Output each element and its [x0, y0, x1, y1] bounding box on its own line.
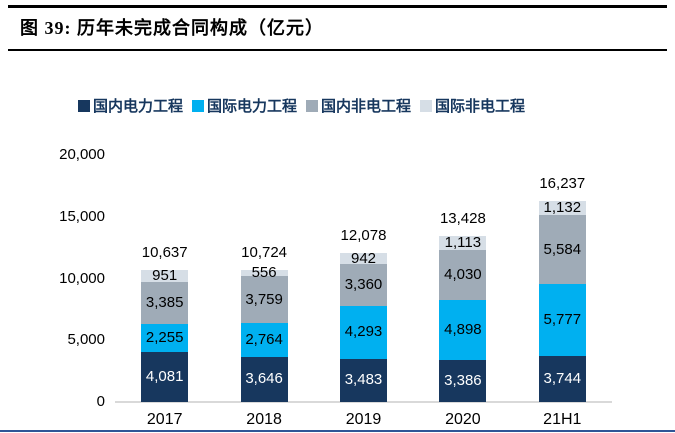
y-axis-tick-label: 15,000	[59, 207, 105, 225]
bar-segment-value-label: 4,293	[344, 323, 383, 341]
bar-segment	[538, 355, 586, 402]
legend-swatch-icon	[420, 99, 433, 112]
legend-item: 国际电力工程	[192, 95, 297, 116]
bar-segment-value-label: 556	[251, 263, 277, 281]
bar-segment	[439, 360, 487, 402]
bar-segment	[340, 264, 387, 306]
bar-segment-value-label: 1,113	[444, 234, 482, 252]
bar-segment-value-label: 942	[350, 249, 377, 267]
legend-label: 国内非电工程	[321, 99, 412, 115]
x-axis-category-label: 21H1	[543, 411, 582, 428]
bar-segment	[340, 305, 387, 359]
header-top-rule	[8, 5, 667, 8]
bar-segment-value-label: 5,777	[543, 311, 582, 329]
legend-swatch-icon	[192, 99, 205, 112]
y-axis-tick-label: 10,000	[59, 269, 105, 287]
bar-segment	[141, 270, 189, 282]
y-axis-tick-label: 5,000	[67, 331, 105, 349]
bar-segment	[439, 249, 487, 300]
bar-segment	[439, 236, 487, 250]
bar-segment-value-label: 3,385	[145, 293, 184, 311]
legend-item: 国内非电工程	[306, 95, 411, 116]
bar-segment-value-label: 4,898	[444, 320, 482, 338]
bar-segment	[538, 201, 586, 216]
bar-total-label: 13,428	[439, 210, 486, 228]
x-axis-category-label: 2017	[146, 411, 183, 428]
x-axis-category-label: 2020	[445, 411, 481, 428]
bar-segment	[240, 356, 288, 402]
bar-segment-value-label: 5,584	[543, 240, 582, 258]
bar-segment-value-label: 2,255	[145, 328, 184, 346]
legend-label: 国际非电工程	[435, 99, 526, 115]
bar-segment	[141, 351, 189, 402]
bar-segment-value-label: 3,360	[344, 276, 383, 294]
figure-bottom-rule	[0, 430, 675, 432]
x-axis-line	[115, 401, 612, 403]
bar-segment-value-label: 4,081	[145, 367, 184, 385]
bar-segment-value-label: 3,483	[344, 371, 383, 389]
legend-swatch-icon	[306, 99, 319, 112]
legend-item: 国内电力工程	[78, 95, 183, 116]
bar-segment-value-label: 3,744	[543, 369, 582, 387]
bar-segment	[439, 299, 487, 361]
bar-segment-value-label: 2,764	[245, 330, 283, 348]
bar-total-label: 10,724	[241, 243, 288, 261]
bar-segment	[340, 358, 387, 402]
legend-label: 国内电力工程	[93, 99, 184, 115]
figure-title: 图 39: 历年未完成合同构成（亿元）	[20, 18, 324, 38]
legend-item: 国际非电工程	[420, 95, 525, 116]
y-axis-tick-label: 0	[96, 393, 105, 410]
bar-segment	[141, 281, 189, 324]
header-bottom-rule	[8, 49, 667, 51]
bar-segment	[141, 323, 189, 352]
x-axis-category-label: 2018	[246, 411, 282, 428]
bar-segment-value-label: 4,030	[444, 265, 482, 283]
bar-segment-value-label: 3,646	[245, 370, 283, 388]
bar-segment	[240, 276, 288, 323]
chart-legend: 国内电力工程 国际电力工程 国内非电工程 国际非电工程	[78, 95, 525, 116]
legend-label: 国际电力工程	[207, 99, 298, 115]
y-axis-tick-label: 20,000	[59, 146, 105, 163]
bar-segment	[240, 322, 288, 357]
bar-segment	[340, 252, 387, 265]
bar-segment	[538, 284, 586, 356]
bar-total-label: 16,237	[539, 175, 586, 193]
legend-swatch-icon	[78, 99, 90, 112]
bar-segment-value-label: 3,386	[444, 372, 482, 390]
bar-segment	[538, 215, 586, 285]
bar-segment-value-label: 1,132	[543, 199, 582, 217]
bar-segment	[240, 269, 288, 277]
bar-total-label: 10,637	[141, 244, 188, 262]
bar-total-label: 12,078	[340, 226, 387, 244]
bar-segment-value-label: 951	[152, 267, 178, 285]
bar-segment-value-label: 3,759	[245, 290, 283, 308]
x-axis-category-label: 2019	[345, 411, 382, 428]
